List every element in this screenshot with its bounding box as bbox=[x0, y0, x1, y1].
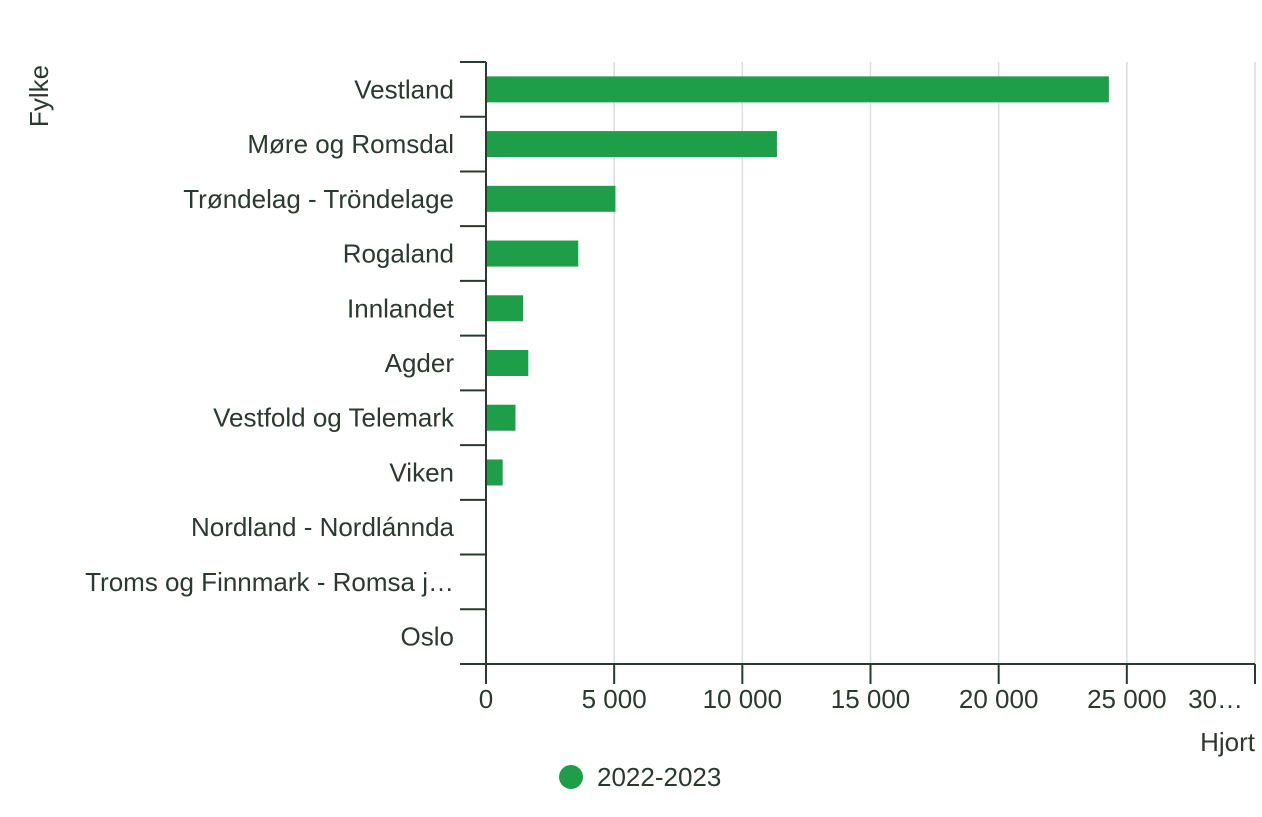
bar-tr-ndelag-tr-ndelage[interactable] bbox=[486, 185, 616, 212]
axes bbox=[460, 61, 1256, 684]
x-tick-label: 30… bbox=[1188, 684, 1243, 714]
x-tick-label: 10 000 bbox=[703, 684, 783, 714]
x-tick-label: 5 000 bbox=[582, 684, 647, 714]
bars bbox=[486, 76, 1109, 486]
category-label: Troms og Finnmark - Romsa j… bbox=[85, 567, 454, 597]
category-label: Trøndelag - Tröndelage bbox=[183, 184, 454, 214]
category-label: Oslo bbox=[401, 622, 454, 652]
category-label: Viken bbox=[389, 457, 454, 487]
bar-innlandet[interactable] bbox=[486, 295, 524, 322]
bar-viken[interactable] bbox=[486, 459, 503, 486]
category-label: Agder bbox=[385, 348, 455, 378]
category-label: Innlandet bbox=[347, 293, 455, 323]
x-tick-label: 25 000 bbox=[1087, 684, 1167, 714]
x-tick-label: 15 000 bbox=[831, 684, 911, 714]
category-labels: Vestland Møre og Romsdal Trøndelag - Trönd… bbox=[85, 74, 455, 651]
category-label: Nordland - Nordlánnda bbox=[191, 512, 455, 542]
legend[interactable]: 2022-2023 bbox=[559, 762, 721, 792]
category-label: Møre og Romsdal bbox=[247, 129, 454, 159]
gridlines bbox=[613, 62, 1256, 664]
x-axis-title: Hjort bbox=[1200, 727, 1256, 757]
category-label: Vestfold og Telemark bbox=[213, 403, 455, 433]
category-label: Vestland bbox=[354, 74, 454, 104]
category-label: Rogaland bbox=[343, 239, 454, 269]
bar-vestland[interactable] bbox=[486, 76, 1109, 103]
x-tick-label: 20 000 bbox=[959, 684, 1039, 714]
legend-label-2022-2023: 2022-2023 bbox=[597, 762, 721, 792]
bar-vestfold-og-telemark[interactable] bbox=[486, 404, 516, 431]
legend-swatch-2022-2023 bbox=[559, 765, 583, 789]
bar-m-re-og-romsdal[interactable] bbox=[486, 131, 777, 158]
x-tick-label: 0 bbox=[479, 684, 493, 714]
y-axis-title: Fylke bbox=[24, 65, 54, 127]
bar-rogaland[interactable] bbox=[486, 240, 579, 267]
bar-agder[interactable] bbox=[486, 350, 529, 376]
x-tick-labels: 0 5 000 10 000 15 000 20 000 25 000 30… bbox=[479, 684, 1243, 714]
